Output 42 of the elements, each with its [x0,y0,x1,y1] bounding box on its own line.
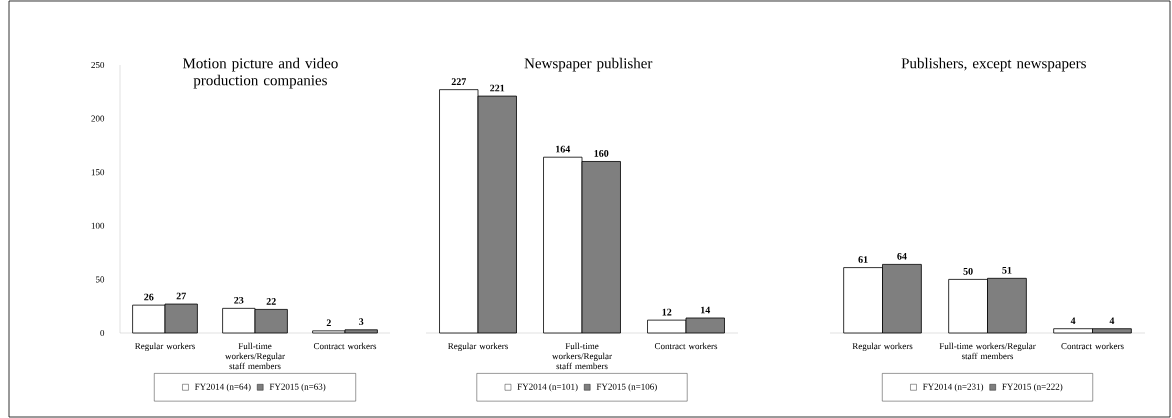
x-tick-label: Full-time workers/Regular staff members [939,342,1036,360]
chart-title: Motion picture and video production companies [182,57,338,89]
x-tick-label: Full-time workers/Regular staff members [552,342,612,370]
data-label: 64 [897,252,907,260]
data-label: 221 [490,84,505,92]
y-tick-label: 250 [91,61,105,69]
legend-label: FY2015 (n=106) [596,383,657,392]
y-tick-label: 0 [100,329,105,337]
x-tick-label: Full-time workers/Regular staff members [225,342,285,370]
data-label: 164 [556,145,571,153]
chart-title: Newspaper publisher [524,57,653,72]
data-label: 12 [662,308,672,316]
x-tick-label: Contract workers [654,342,718,350]
legend-label: FY2014 (n=101) [517,383,578,392]
legend-label: FY2015 (n=222) [1002,383,1063,392]
x-tick-label: Regular workers [852,342,913,351]
data-label: 51 [1002,266,1012,274]
data-label: 22 [266,298,276,305]
y-tick-label: 150 [91,169,105,176]
data-label: 2 [326,319,331,327]
y-tick-label: 100 [91,222,105,229]
x-tick-label: Contract workers [313,342,377,350]
data-label: 23 [234,296,244,304]
y-tick-label: 200 [91,115,105,122]
legend-label: FY2014 (n=64) [194,383,251,392]
legend-label: FY2015 (n=63) [269,383,326,392]
data-label: 27 [176,292,186,300]
data-label: 4 [1070,317,1076,324]
x-tick-label: Contract workers [1061,342,1124,350]
chart-title: Publishers, except newspapers [901,57,1086,72]
data-label: 227 [451,78,467,85]
x-tick-label: Regular workers [135,342,195,351]
data-label: 3 [359,318,364,326]
y-tick-label: 50 [95,276,105,283]
legend-label: FY2014 (n=231) [922,383,984,392]
data-label: 61 [858,256,868,263]
x-tick-label: Regular workers [448,342,508,351]
data-label: 50 [963,267,973,275]
data-label: 26 [144,293,154,301]
data-label: 14 [701,306,711,314]
data-label: 4 [1109,317,1115,324]
data-label: 160 [594,150,609,157]
